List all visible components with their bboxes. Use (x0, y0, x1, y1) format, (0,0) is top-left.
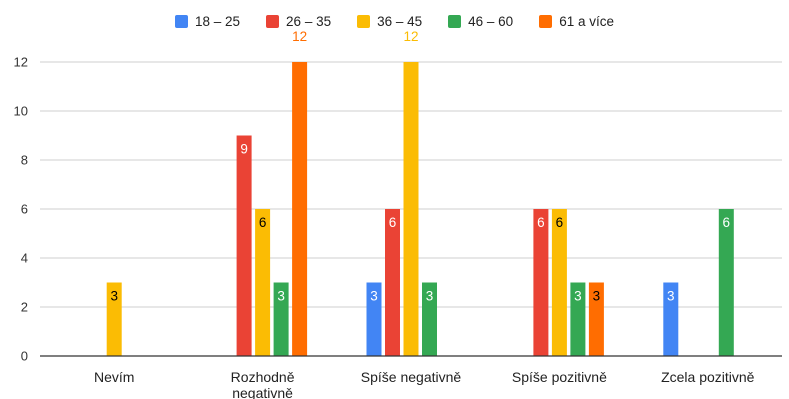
data-label: 3 (277, 289, 285, 304)
data-label: 3 (593, 289, 601, 304)
bar (533, 209, 549, 356)
y-tick-label: 12 (14, 55, 28, 70)
data-label: 3 (370, 289, 378, 304)
bar (403, 62, 419, 356)
x-tick-label: Spíše negativně (361, 369, 462, 385)
legend-item: 61 a více (539, 14, 614, 29)
data-label: 12 (292, 29, 307, 44)
bar (106, 282, 122, 356)
legend-item: 46 – 60 (448, 14, 513, 29)
legend-item: 26 – 35 (266, 14, 331, 29)
bar (255, 209, 271, 356)
legend-label: 61 a více (559, 14, 614, 29)
y-tick-label: 2 (21, 300, 28, 315)
bar (236, 135, 252, 356)
bar (292, 62, 308, 356)
legend-swatch (175, 15, 188, 28)
legend-label: 26 – 35 (286, 14, 332, 29)
bar (385, 209, 400, 356)
chart-legend: 18 – 25 26 – 35 36 – 45 46 – 60 61 a více (0, 14, 789, 29)
bar (366, 282, 382, 356)
legend-swatch (266, 15, 280, 28)
bar (718, 209, 734, 356)
bar (663, 282, 679, 356)
data-label: 9 (240, 142, 248, 157)
data-label: 6 (389, 215, 397, 230)
bar (273, 282, 289, 356)
y-tick-label: 10 (14, 104, 28, 119)
legend-swatch (357, 15, 371, 28)
y-tick-label: 0 (21, 349, 28, 364)
legend-label: 46 – 60 (468, 14, 514, 29)
legend-label: 36 – 45 (377, 14, 423, 29)
y-tick-label: 4 (21, 251, 28, 266)
legend-swatch (448, 15, 462, 28)
legend-item: 18 – 25 (175, 14, 240, 29)
x-tick-label: Zcela pozitivně (661, 369, 755, 385)
legend-label: 18 – 25 (195, 14, 241, 29)
y-tick-label: 6 (21, 202, 28, 217)
data-label: 6 (537, 215, 545, 230)
legend-swatch (539, 15, 553, 28)
bar (422, 282, 437, 356)
bar (570, 282, 586, 356)
bar (588, 282, 604, 356)
data-label: 3 (426, 289, 434, 304)
data-label: 12 (403, 29, 418, 44)
data-label: 6 (556, 215, 564, 230)
bar (551, 209, 567, 356)
data-label: 3 (574, 289, 582, 304)
y-tick-label: 8 (21, 153, 28, 168)
data-label: 3 (110, 289, 118, 304)
data-label: 6 (723, 215, 731, 230)
legend-item: 36 – 45 (357, 14, 422, 29)
x-tick-label: Rozhodně negativně (231, 369, 295, 399)
x-tick-label: Spíše pozitivně (512, 369, 607, 385)
data-label: 6 (259, 215, 267, 230)
data-label: 3 (667, 289, 675, 304)
x-tick-label: Nevím (94, 369, 134, 385)
